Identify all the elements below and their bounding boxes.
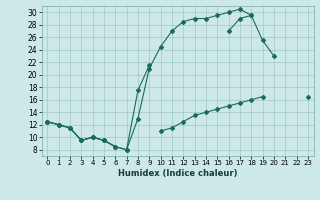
X-axis label: Humidex (Indice chaleur): Humidex (Indice chaleur) [118, 169, 237, 178]
